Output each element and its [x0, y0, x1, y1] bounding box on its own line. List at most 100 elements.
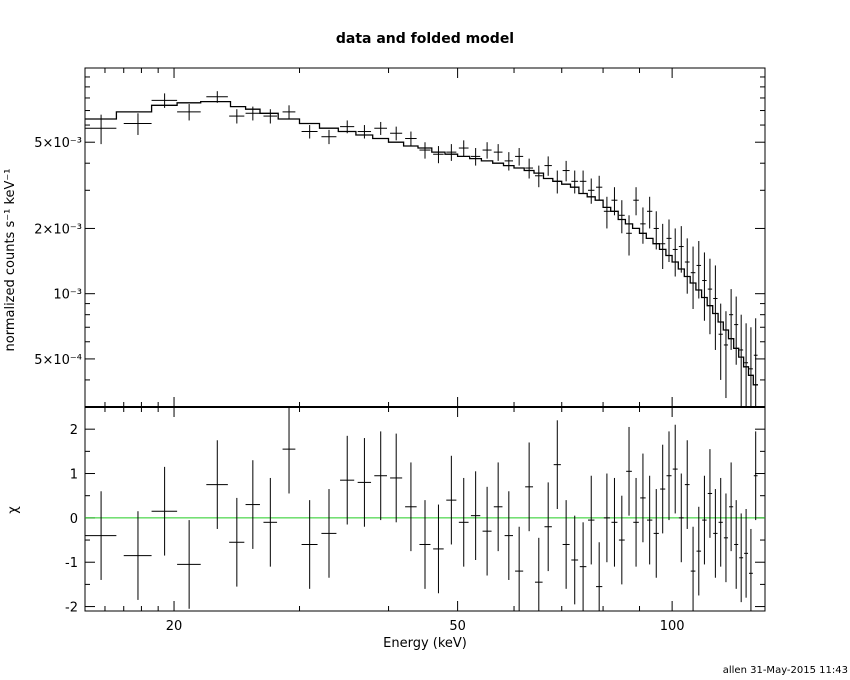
data-point: [229, 109, 245, 124]
data-point: [588, 178, 595, 204]
residual-point: [660, 444, 666, 534]
residual-point: [678, 473, 684, 563]
top-ytick-label-1: 2×10⁻³: [34, 222, 82, 237]
data-point: [482, 142, 492, 159]
data-point: [640, 207, 646, 244]
residual-point: [321, 489, 337, 578]
model-curve: [85, 100, 758, 386]
residual-point: [640, 453, 646, 543]
residual-point: [666, 431, 672, 521]
bottom-xtick-label-2: 100: [660, 619, 685, 634]
residual-point: [690, 526, 696, 611]
residual-point: [374, 431, 387, 521]
data-point: [684, 238, 690, 294]
y-axis-label-top: normalized counts s⁻¹ keV⁻¹: [3, 169, 18, 352]
data-point: [419, 142, 431, 159]
residual-point: [749, 528, 753, 611]
data-point: [301, 125, 318, 139]
residual-point: [611, 477, 618, 567]
data-point: [596, 175, 603, 201]
residual-point: [696, 506, 702, 596]
data-point: [713, 265, 718, 350]
data-point: [458, 140, 469, 157]
data-point: [571, 170, 579, 194]
residual-point: [340, 435, 355, 525]
data-point: [446, 144, 457, 161]
data-point: [515, 148, 524, 166]
bottom-ytick-label-4: 2: [70, 423, 78, 438]
data-point: [672, 228, 678, 277]
data-point: [702, 252, 707, 321]
residual-point: [544, 482, 552, 572]
data-point: [646, 196, 653, 229]
residual-point: [707, 449, 713, 538]
residual-point: [729, 462, 734, 552]
data-point: [579, 170, 587, 194]
data-point: [562, 160, 570, 182]
residual-point: [85, 491, 117, 580]
data-point: [744, 323, 749, 407]
residual-point: [123, 511, 152, 600]
residual-point: [515, 526, 524, 611]
data-point: [390, 126, 403, 141]
residual-point: [672, 424, 678, 514]
data-point: [753, 318, 758, 407]
residual-point: [482, 486, 492, 576]
data-point: [678, 226, 684, 273]
data-point: [618, 200, 625, 234]
data-point: [626, 215, 632, 256]
data-point: [553, 170, 561, 194]
residual-point: [603, 473, 610, 563]
data-point: [603, 196, 610, 229]
data-point: [544, 156, 552, 176]
residual-point: [357, 438, 372, 527]
data-point: [206, 91, 228, 103]
data-point: [718, 303, 723, 380]
bottom-xtick-label-0: 20: [166, 619, 183, 634]
residual-point: [245, 460, 260, 549]
residual-point: [734, 500, 739, 589]
residual-point: [525, 442, 534, 532]
data-point: [321, 129, 337, 145]
data-point: [749, 327, 753, 407]
data-point: [660, 223, 666, 269]
data-point: [493, 144, 503, 161]
data-point: [690, 246, 696, 309]
x-axis-label: Energy (keV): [383, 636, 467, 651]
bottom-ytick-label-2: 0: [70, 512, 78, 527]
residual-point: [390, 433, 403, 523]
residual-point: [579, 522, 587, 611]
data-point: [374, 121, 387, 135]
residual-point: [229, 497, 245, 587]
data-point: [633, 187, 639, 216]
residual-point: [282, 407, 296, 494]
top-ytick-label-3: 5×10⁻⁴: [34, 353, 82, 368]
bottom-ytick-label-1: -1: [65, 556, 78, 571]
timestamp-stamp: allen 31-May-2015 11:43: [723, 665, 848, 676]
y-axis-label-bottom: χ: [6, 506, 21, 514]
bottom-ytick-label-3: 1: [70, 468, 78, 483]
bottom-ytick-label-0: -2: [65, 601, 78, 616]
residual-point: [405, 462, 417, 552]
top-axes: 5×10⁻³ 2×10⁻³ 10⁻³ 5×10⁻⁴: [34, 68, 765, 407]
residual-point: [553, 420, 561, 509]
residual-point: [177, 520, 201, 609]
residual-point: [458, 477, 469, 567]
residual-point: [653, 489, 659, 578]
residual-point: [571, 515, 579, 605]
residual-point: [684, 440, 690, 529]
data-point: [282, 105, 296, 119]
residual-point: [504, 491, 513, 580]
data-point: [470, 148, 481, 166]
residual-point: [263, 477, 278, 567]
data-point: [534, 165, 543, 188]
residual-point: [493, 462, 503, 552]
bottom-xtick-label-1: 50: [449, 619, 466, 634]
data-point: [504, 152, 513, 171]
residual-point: [419, 500, 431, 589]
residual-point: [702, 475, 707, 565]
data-point: [357, 125, 372, 139]
residual-point: [470, 471, 481, 560]
residual-point: [718, 477, 723, 567]
